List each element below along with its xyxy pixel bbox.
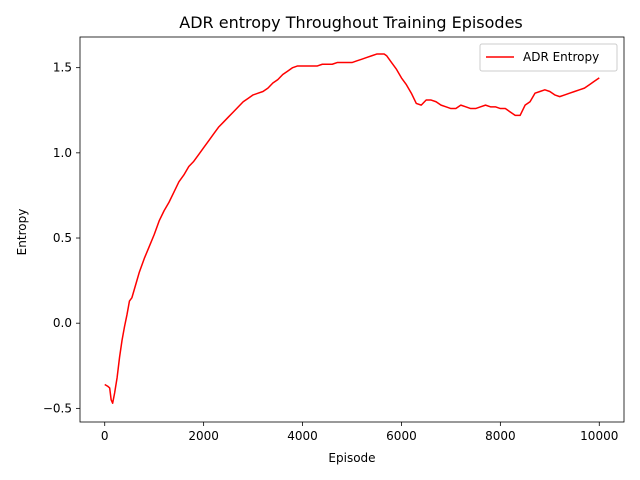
y-tick-label: −0.5 — [43, 401, 72, 415]
plot-frame — [79, 36, 625, 423]
x-axis-label: Episode — [328, 451, 375, 465]
chart-title: ADR entropy Throughout Training Episodes — [179, 13, 523, 32]
plot-area — [79, 36, 625, 423]
x-tick-label: 0 — [101, 429, 109, 443]
legend-label: ADR Entropy — [523, 50, 599, 64]
series-line-adr-entropy — [104, 53, 600, 405]
y-tick-label: 0.0 — [53, 316, 72, 330]
x-tick-label: 2000 — [188, 429, 219, 443]
y-axis-label: Entropy — [15, 209, 29, 256]
y-tick-label: 1.0 — [53, 146, 72, 160]
y-axis: −0.5 0.0 0.5 1.0 1.5 — [43, 61, 80, 415]
y-tick-label: 0.5 — [53, 231, 72, 245]
plot-background — [80, 37, 624, 422]
x-axis: 0 2000 4000 6000 8000 10000 — [101, 422, 618, 443]
x-tick-label: 10000 — [580, 429, 618, 443]
y-tick-label: 1.5 — [53, 61, 72, 75]
legend: ADR Entropy — [479, 43, 618, 72]
x-tick-label: 4000 — [287, 429, 318, 443]
x-tick-label: 6000 — [386, 429, 417, 443]
legend-box — [479, 43, 618, 72]
x-tick-label: 8000 — [485, 429, 516, 443]
